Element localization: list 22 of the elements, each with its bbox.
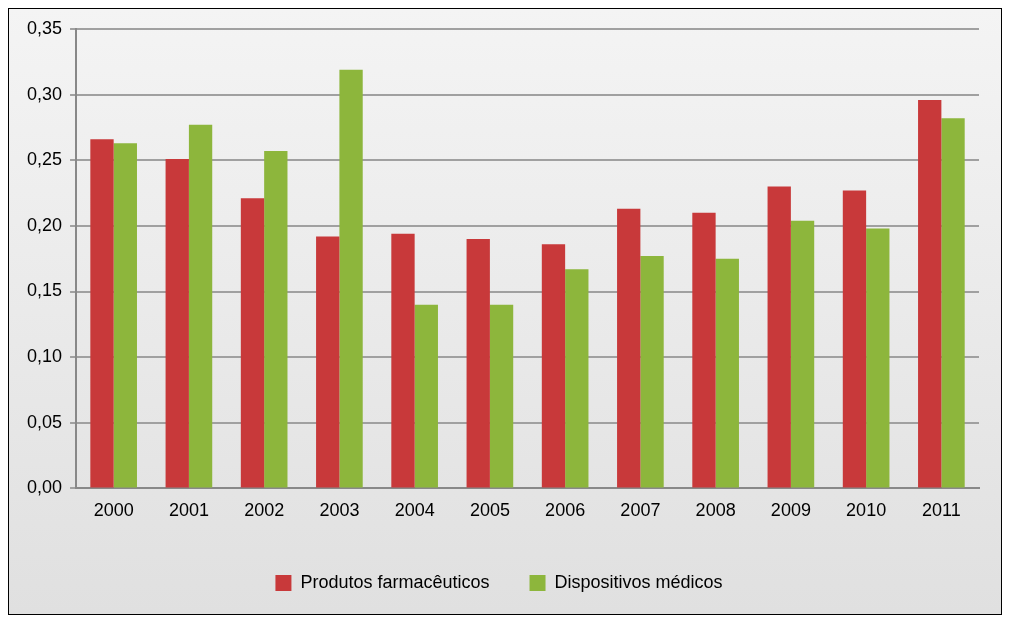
y-tick-label: 0,00 bbox=[26, 477, 63, 498]
x-tick-label: 2002 bbox=[244, 500, 285, 521]
y-tick-label: 0,30 bbox=[26, 83, 63, 104]
legend-label: Dispositivos médicos bbox=[554, 571, 723, 592]
y-tick-label: 0,10 bbox=[26, 346, 63, 367]
x-tick-label: 2004 bbox=[394, 500, 435, 521]
x-tick-label: 2001 bbox=[168, 500, 209, 521]
x-tick-label: 2006 bbox=[545, 500, 586, 521]
x-tick-label: 2008 bbox=[695, 500, 736, 521]
x-tick-label: 2003 bbox=[319, 500, 360, 521]
x-tick-label: 2009 bbox=[770, 500, 811, 521]
x-tick-label: 2005 bbox=[469, 500, 510, 521]
x-tick-label: 2000 bbox=[93, 500, 134, 521]
y-tick-label: 0,05 bbox=[26, 411, 63, 432]
y-tick-label: 0,15 bbox=[26, 280, 63, 301]
y-tick-label: 0,25 bbox=[26, 149, 63, 170]
x-tick-label: 2011 bbox=[922, 500, 961, 521]
legend-label: Produtos farmacêuticos bbox=[300, 571, 490, 592]
x-tick-label: 2010 bbox=[846, 500, 887, 521]
x-tick-label: 2007 bbox=[620, 500, 661, 521]
y-tick-label: 0,20 bbox=[26, 214, 63, 235]
y-tick-label: 0,35 bbox=[26, 17, 63, 38]
